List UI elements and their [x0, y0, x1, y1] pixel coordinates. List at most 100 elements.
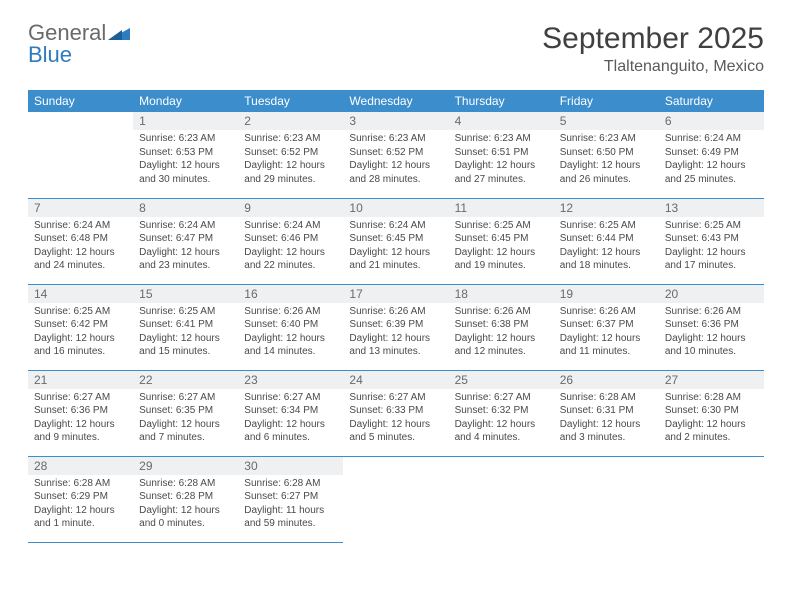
day-content: Sunrise: 6:27 AMSunset: 6:32 PMDaylight:…	[449, 389, 554, 451]
header: General Blue September 2025 Tlaltenangui…	[28, 22, 764, 76]
day-cell: 1Sunrise: 6:23 AMSunset: 6:53 PMDaylight…	[133, 112, 238, 198]
day-content: Sunrise: 6:25 AMSunset: 6:42 PMDaylight:…	[28, 303, 133, 365]
day-number: 27	[659, 371, 764, 389]
day-cell: 9Sunrise: 6:24 AMSunset: 6:46 PMDaylight…	[238, 198, 343, 284]
day-number: 29	[133, 457, 238, 475]
day-cell: 15Sunrise: 6:25 AMSunset: 6:41 PMDayligh…	[133, 284, 238, 370]
dayhead-tuesday: Tuesday	[238, 90, 343, 112]
day-cell: 2Sunrise: 6:23 AMSunset: 6:52 PMDaylight…	[238, 112, 343, 198]
day-cell: 10Sunrise: 6:24 AMSunset: 6:45 PMDayligh…	[343, 198, 448, 284]
day-content: Sunrise: 6:28 AMSunset: 6:31 PMDaylight:…	[554, 389, 659, 451]
day-cell: 23Sunrise: 6:27 AMSunset: 6:34 PMDayligh…	[238, 370, 343, 456]
day-content: Sunrise: 6:25 AMSunset: 6:41 PMDaylight:…	[133, 303, 238, 365]
week-row: 28Sunrise: 6:28 AMSunset: 6:29 PMDayligh…	[28, 456, 764, 542]
day-cell: 19Sunrise: 6:26 AMSunset: 6:37 PMDayligh…	[554, 284, 659, 370]
day-number: 1	[133, 112, 238, 130]
day-number: 26	[554, 371, 659, 389]
day-cell	[28, 112, 133, 198]
day-content: Sunrise: 6:24 AMSunset: 6:46 PMDaylight:…	[238, 217, 343, 279]
day-number: 3	[343, 112, 448, 130]
day-cell: 8Sunrise: 6:24 AMSunset: 6:47 PMDaylight…	[133, 198, 238, 284]
day-cell: 6Sunrise: 6:24 AMSunset: 6:49 PMDaylight…	[659, 112, 764, 198]
dayhead-monday: Monday	[133, 90, 238, 112]
day-number: 7	[28, 199, 133, 217]
day-number: 21	[28, 371, 133, 389]
month-title: September 2025	[542, 22, 764, 56]
day-content: Sunrise: 6:23 AMSunset: 6:53 PMDaylight:…	[133, 130, 238, 192]
day-content: Sunrise: 6:26 AMSunset: 6:37 PMDaylight:…	[554, 303, 659, 365]
day-cell	[449, 456, 554, 542]
location: Tlaltenanguito, Mexico	[542, 58, 764, 76]
dayhead-friday: Friday	[554, 90, 659, 112]
day-cell: 25Sunrise: 6:27 AMSunset: 6:32 PMDayligh…	[449, 370, 554, 456]
calendar-body: 1Sunrise: 6:23 AMSunset: 6:53 PMDaylight…	[28, 112, 764, 542]
day-number: 10	[343, 199, 448, 217]
day-number: 13	[659, 199, 764, 217]
day-cell: 4Sunrise: 6:23 AMSunset: 6:51 PMDaylight…	[449, 112, 554, 198]
day-cell: 11Sunrise: 6:25 AMSunset: 6:45 PMDayligh…	[449, 198, 554, 284]
day-cell: 28Sunrise: 6:28 AMSunset: 6:29 PMDayligh…	[28, 456, 133, 542]
day-number: 23	[238, 371, 343, 389]
day-cell: 22Sunrise: 6:27 AMSunset: 6:35 PMDayligh…	[133, 370, 238, 456]
day-cell: 18Sunrise: 6:26 AMSunset: 6:38 PMDayligh…	[449, 284, 554, 370]
day-cell: 24Sunrise: 6:27 AMSunset: 6:33 PMDayligh…	[343, 370, 448, 456]
day-cell: 13Sunrise: 6:25 AMSunset: 6:43 PMDayligh…	[659, 198, 764, 284]
day-number: 20	[659, 285, 764, 303]
logo: General Blue	[28, 22, 130, 66]
day-cell: 27Sunrise: 6:28 AMSunset: 6:30 PMDayligh…	[659, 370, 764, 456]
day-number: 28	[28, 457, 133, 475]
day-cell	[343, 456, 448, 542]
dayhead-saturday: Saturday	[659, 90, 764, 112]
day-content: Sunrise: 6:27 AMSunset: 6:35 PMDaylight:…	[133, 389, 238, 451]
day-number: 2	[238, 112, 343, 130]
week-row: 14Sunrise: 6:25 AMSunset: 6:42 PMDayligh…	[28, 284, 764, 370]
week-row: 1Sunrise: 6:23 AMSunset: 6:53 PMDaylight…	[28, 112, 764, 198]
day-content: Sunrise: 6:24 AMSunset: 6:45 PMDaylight:…	[343, 217, 448, 279]
day-number: 22	[133, 371, 238, 389]
day-number: 30	[238, 457, 343, 475]
dayhead-thursday: Thursday	[449, 90, 554, 112]
day-content: Sunrise: 6:27 AMSunset: 6:36 PMDaylight:…	[28, 389, 133, 451]
day-content: Sunrise: 6:28 AMSunset: 6:30 PMDaylight:…	[659, 389, 764, 451]
calendar-table: SundayMondayTuesdayWednesdayThursdayFrid…	[28, 90, 764, 543]
day-cell: 12Sunrise: 6:25 AMSunset: 6:44 PMDayligh…	[554, 198, 659, 284]
day-content: Sunrise: 6:26 AMSunset: 6:40 PMDaylight:…	[238, 303, 343, 365]
day-content: Sunrise: 6:25 AMSunset: 6:44 PMDaylight:…	[554, 217, 659, 279]
day-cell	[659, 456, 764, 542]
day-number: 25	[449, 371, 554, 389]
dayhead-wednesday: Wednesday	[343, 90, 448, 112]
day-content: Sunrise: 6:23 AMSunset: 6:51 PMDaylight:…	[449, 130, 554, 192]
day-number: 15	[133, 285, 238, 303]
day-content: Sunrise: 6:28 AMSunset: 6:27 PMDaylight:…	[238, 475, 343, 537]
day-content: Sunrise: 6:23 AMSunset: 6:50 PMDaylight:…	[554, 130, 659, 192]
day-content: Sunrise: 6:26 AMSunset: 6:36 PMDaylight:…	[659, 303, 764, 365]
dayhead-sunday: Sunday	[28, 90, 133, 112]
day-cell: 17Sunrise: 6:26 AMSunset: 6:39 PMDayligh…	[343, 284, 448, 370]
day-number: 9	[238, 199, 343, 217]
day-number: 5	[554, 112, 659, 130]
title-block: September 2025 Tlaltenanguito, Mexico	[542, 22, 764, 76]
day-number: 19	[554, 285, 659, 303]
day-cell: 14Sunrise: 6:25 AMSunset: 6:42 PMDayligh…	[28, 284, 133, 370]
day-cell	[554, 456, 659, 542]
logo-triangle-icon	[108, 20, 130, 45]
logo-part2: Blue	[28, 42, 72, 67]
day-content: Sunrise: 6:25 AMSunset: 6:45 PMDaylight:…	[449, 217, 554, 279]
day-content: Sunrise: 6:28 AMSunset: 6:28 PMDaylight:…	[133, 475, 238, 537]
day-cell: 30Sunrise: 6:28 AMSunset: 6:27 PMDayligh…	[238, 456, 343, 542]
logo-text: General Blue	[28, 22, 130, 66]
day-cell: 26Sunrise: 6:28 AMSunset: 6:31 PMDayligh…	[554, 370, 659, 456]
day-number: 11	[449, 199, 554, 217]
day-content: Sunrise: 6:27 AMSunset: 6:33 PMDaylight:…	[343, 389, 448, 451]
day-number: 12	[554, 199, 659, 217]
day-cell: 5Sunrise: 6:23 AMSunset: 6:50 PMDaylight…	[554, 112, 659, 198]
day-number: 4	[449, 112, 554, 130]
day-number: 6	[659, 112, 764, 130]
day-content: Sunrise: 6:28 AMSunset: 6:29 PMDaylight:…	[28, 475, 133, 537]
day-cell: 3Sunrise: 6:23 AMSunset: 6:52 PMDaylight…	[343, 112, 448, 198]
day-cell: 29Sunrise: 6:28 AMSunset: 6:28 PMDayligh…	[133, 456, 238, 542]
day-content: Sunrise: 6:25 AMSunset: 6:43 PMDaylight:…	[659, 217, 764, 279]
day-number: 8	[133, 199, 238, 217]
day-number: 14	[28, 285, 133, 303]
day-content: Sunrise: 6:26 AMSunset: 6:39 PMDaylight:…	[343, 303, 448, 365]
